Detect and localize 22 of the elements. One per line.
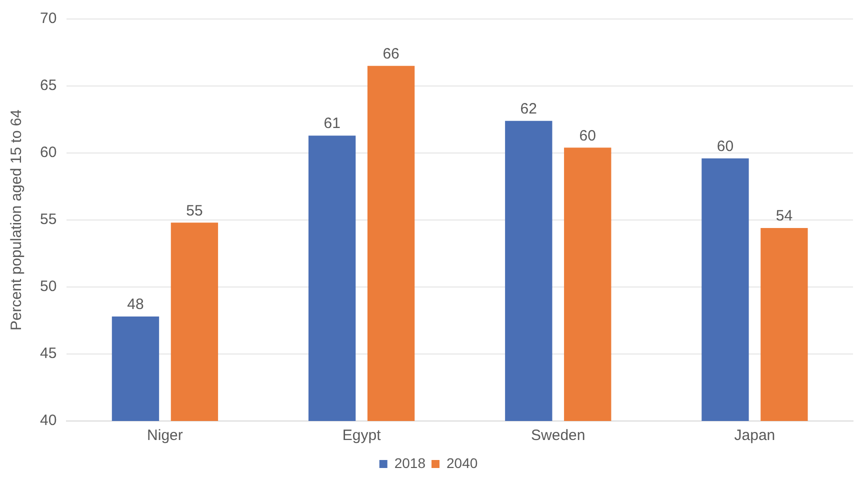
y-tick-label: 50 [40, 278, 57, 296]
data-label: 54 [776, 208, 793, 225]
data-label: 62 [520, 100, 537, 118]
data-label: 55 [186, 202, 203, 220]
x-tick-label: Niger [147, 427, 183, 444]
y-tick-label: 60 [40, 144, 57, 162]
data-label: 66 [382, 46, 400, 63]
x-tick-label: Egypt [342, 427, 382, 444]
y-axis-title: Percent population aged 15 to 64 [8, 109, 26, 331]
x-tick-label: Sweden [531, 427, 586, 444]
y-tick-label: 40 [40, 412, 57, 430]
y-tick-label: 55 [40, 211, 57, 228]
y-tick-label: 70 [40, 10, 57, 28]
legend-label: 2018 [394, 454, 426, 471]
y-tick-label: 65 [40, 77, 57, 94]
data-label: 61 [324, 115, 340, 132]
x-tick-label: Japan [734, 427, 776, 444]
legend-label: 2040 [446, 454, 478, 471]
y-tick-label: 45 [40, 345, 57, 362]
data-label: 48 [127, 296, 144, 314]
data-label: 60 [579, 127, 596, 144]
data-label: 60 [716, 138, 734, 155]
